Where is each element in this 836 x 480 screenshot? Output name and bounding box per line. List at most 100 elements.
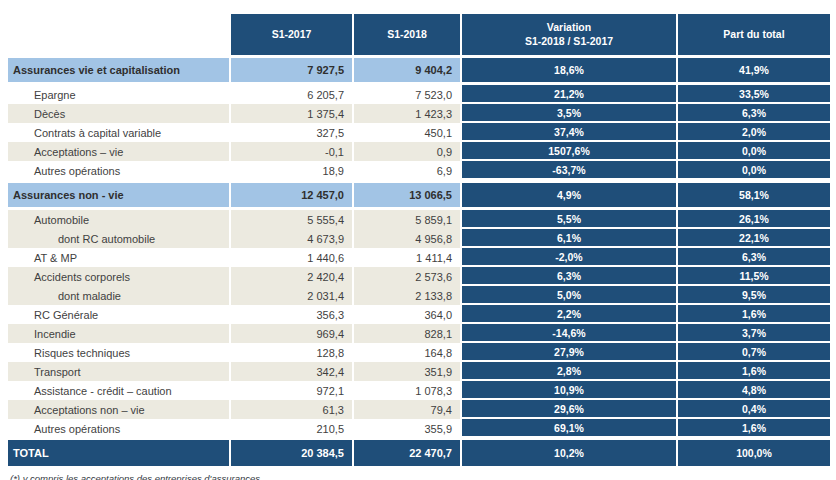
value-s1-2017: 2 031,4: [231, 286, 352, 305]
variation-value: 69,1%: [462, 419, 676, 438]
header-empty-cell: [8, 14, 229, 55]
variation-value: -14,6%: [462, 324, 676, 343]
row-label: Assistance - crédit – caution: [8, 381, 229, 400]
value-s1-2017: 6 205,7: [231, 85, 352, 104]
value-s1-2018: 4 956,8: [354, 229, 460, 248]
table-row: TOTAL20 384,522 470,710,2%100,0%: [8, 440, 830, 466]
value-s1-2018: 1 411,4: [354, 248, 460, 267]
value-s1-2017: 327,5: [231, 123, 352, 142]
row-label: AT & MP: [8, 248, 229, 267]
value-s1-2018: 7 523,0: [354, 85, 460, 104]
variation-value: 1507,6%: [462, 142, 676, 161]
row-label: Risques techniques: [8, 343, 229, 362]
variation-value: 27,9%: [462, 343, 676, 362]
table-row: Accidents corporels2 420,42 573,66,3%11,…: [8, 267, 830, 286]
value-s1-2017: 1 440,6: [231, 248, 352, 267]
variation-value: -63,7%: [462, 161, 676, 180]
table-row: Autres opérations18,96,9-63,7%0,0%: [8, 161, 830, 180]
value-s1-2017: -0,1: [231, 142, 352, 161]
part-value: 41,9%: [678, 58, 830, 82]
table-row: Risques techniques128,8164,827,9%0,7%: [8, 343, 830, 362]
row-label: dont maladie: [8, 286, 229, 305]
part-value: 58,1%: [678, 183, 830, 207]
row-label: Epargne: [8, 85, 229, 104]
variation-value: 18,6%: [462, 58, 676, 82]
value-s1-2018: 450,1: [354, 123, 460, 142]
row-label: Acceptations – vie: [8, 142, 229, 161]
part-value: 33,5%: [678, 85, 830, 104]
part-value: 0,7%: [678, 343, 830, 362]
row-label: Assurances non - vie: [8, 183, 229, 207]
header-s1-2017: S1-2017: [231, 14, 352, 55]
table-row: Assurances vie et capitalisation7 927,59…: [8, 58, 830, 82]
variation-value: 10,2%: [462, 440, 676, 466]
part-value: 0,0%: [678, 161, 830, 180]
variation-value: 29,6%: [462, 400, 676, 419]
value-s1-2018: 22 470,7: [354, 440, 460, 466]
table-row: AT & MP1 440,61 411,4-2,0%6,3%: [8, 248, 830, 267]
value-s1-2018: 0,9: [354, 142, 460, 161]
row-label: Dècès: [8, 104, 229, 123]
variation-value: 21,2%: [462, 85, 676, 104]
value-s1-2018: 1 078,3: [354, 381, 460, 400]
part-value: 9,5%: [678, 286, 830, 305]
value-s1-2018: 6,9: [354, 161, 460, 180]
variation-value: 6,1%: [462, 229, 676, 248]
part-value: 0,0%: [678, 142, 830, 161]
part-value: 0,4%: [678, 400, 830, 419]
row-label: Contrats à capital variable: [8, 123, 229, 142]
row-label: Incendie: [8, 324, 229, 343]
part-value: 26,1%: [678, 210, 830, 229]
variation-value: 5,5%: [462, 210, 676, 229]
row-label: Autres opérations: [8, 161, 229, 180]
table-row: Dècès1 375,41 423,33,5%6,3%: [8, 104, 830, 123]
value-s1-2018: 13 066,5: [354, 183, 460, 207]
header-variation: Variation S1-2018 / S1-2017: [462, 14, 676, 55]
header-variation-line1: Variation: [547, 21, 591, 35]
variation-value: -2,0%: [462, 248, 676, 267]
table-row: RC Générale356,3364,02,2%1,6%: [8, 305, 830, 324]
value-s1-2017: 128,8: [231, 343, 352, 362]
insurance-premiums-table: S1-2017 S1-2018 Variation S1-2018 / S1-2…: [8, 14, 830, 480]
header-s1-2018: S1-2018: [354, 14, 460, 55]
value-s1-2018: 364,0: [354, 305, 460, 324]
part-value: 1,6%: [678, 419, 830, 438]
variation-value: 3,5%: [462, 104, 676, 123]
row-label: Acceptations non – vie: [8, 400, 229, 419]
table-row: Acceptations – vie-0,10,91507,6%0,0%: [8, 142, 830, 161]
table-header-row: S1-2017 S1-2018 Variation S1-2018 / S1-2…: [8, 14, 830, 55]
part-value: 1,6%: [678, 362, 830, 381]
value-s1-2018: 79,4: [354, 400, 460, 419]
part-value: 1,6%: [678, 305, 830, 324]
header-s1-2017-label: S1-2017: [272, 28, 312, 42]
variation-value: 10,9%: [462, 381, 676, 400]
value-s1-2017: 18,9: [231, 161, 352, 180]
table-row: dont maladie2 031,42 133,85,0%9,5%: [8, 286, 830, 305]
part-value: 6,3%: [678, 248, 830, 267]
variation-value: 2,8%: [462, 362, 676, 381]
row-label: dont RC automobile: [8, 229, 229, 248]
value-s1-2017: 61,3: [231, 400, 352, 419]
variation-value: 37,4%: [462, 123, 676, 142]
table-row: Transport342,4351,92,8%1,6%: [8, 362, 830, 381]
footnote: (*) y compris les acceptations des entre…: [8, 473, 830, 480]
value-s1-2018: 828,1: [354, 324, 460, 343]
value-s1-2017: 12 457,0: [231, 183, 352, 207]
value-s1-2017: 1 375,4: [231, 104, 352, 123]
value-s1-2018: 2 133,8: [354, 286, 460, 305]
value-s1-2017: 5 555,4: [231, 210, 352, 229]
value-s1-2018: 9 404,2: [354, 58, 460, 82]
part-value: 100,0%: [678, 440, 830, 466]
value-s1-2018: 1 423,3: [354, 104, 460, 123]
part-value: 4,8%: [678, 381, 830, 400]
header-s1-2018-label: S1-2018: [387, 28, 427, 42]
row-label: Automobile: [8, 210, 229, 229]
value-s1-2017: 972,1: [231, 381, 352, 400]
value-s1-2017: 4 673,9: [231, 229, 352, 248]
row-label: Accidents corporels: [8, 267, 229, 286]
value-s1-2017: 20 384,5: [231, 440, 352, 466]
variation-value: 4,9%: [462, 183, 676, 207]
table-row: Assurances non - vie12 457,013 066,54,9%…: [8, 183, 830, 207]
part-value: 3,7%: [678, 324, 830, 343]
table-row: Autres opérations210,5355,969,1%1,6%: [8, 419, 830, 438]
